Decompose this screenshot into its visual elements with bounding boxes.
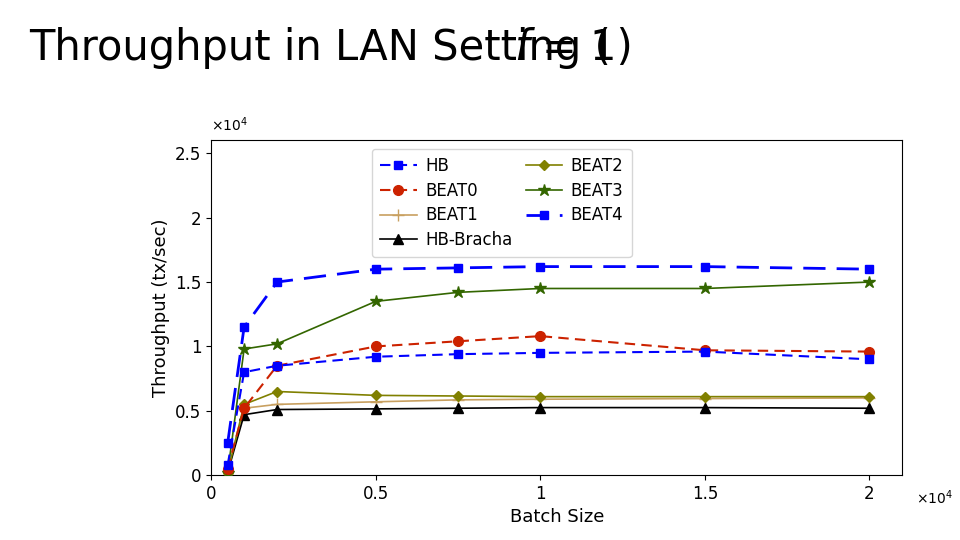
BEAT4	[238, 324, 250, 330]
BEAT0	[222, 465, 233, 472]
Line: BEAT2: BEAT2	[225, 388, 873, 476]
BEAT4	[452, 265, 464, 271]
BEAT4	[222, 440, 233, 446]
BEAT3	[222, 469, 233, 476]
HB-Bracha	[864, 405, 876, 411]
BEAT1	[699, 395, 710, 402]
Text: $\times10^4$: $\times10^4$	[211, 115, 249, 134]
Text: $f$: $f$	[514, 27, 536, 69]
HB-Bracha	[222, 469, 233, 476]
Y-axis label: Throughput (tx/sec): Throughput (tx/sec)	[152, 219, 170, 397]
BEAT2	[699, 394, 710, 400]
BEAT3	[699, 285, 710, 292]
BEAT1	[452, 396, 464, 403]
HB	[535, 349, 546, 356]
X-axis label: Batch Size: Batch Size	[510, 509, 604, 526]
Line: BEAT0: BEAT0	[223, 331, 875, 474]
HB	[238, 369, 250, 375]
BEAT0	[535, 333, 546, 339]
BEAT0	[864, 348, 876, 355]
Text: Throughput in LAN Setting (: Throughput in LAN Setting (	[29, 27, 611, 69]
BEAT3	[864, 279, 876, 285]
Line: BEAT3: BEAT3	[222, 276, 876, 479]
BEAT0	[370, 343, 381, 350]
BEAT3	[452, 289, 464, 295]
BEAT1	[272, 401, 283, 408]
HB	[699, 348, 710, 355]
BEAT2	[222, 469, 233, 476]
BEAT1	[370, 399, 381, 405]
BEAT4	[699, 264, 710, 270]
BEAT2	[272, 388, 283, 395]
BEAT1	[238, 405, 250, 411]
BEAT3	[370, 298, 381, 305]
BEAT0	[272, 362, 283, 369]
Line: BEAT1: BEAT1	[222, 393, 876, 477]
BEAT3	[535, 285, 546, 292]
HB	[370, 354, 381, 360]
BEAT0	[699, 347, 710, 354]
Line: BEAT4: BEAT4	[224, 262, 874, 447]
BEAT0	[452, 338, 464, 345]
BEAT3	[238, 346, 250, 352]
BEAT1	[535, 396, 546, 402]
HB-Bracha	[238, 411, 250, 418]
Text: = 1): = 1)	[542, 27, 634, 69]
HB	[222, 462, 233, 468]
HB-Bracha	[272, 406, 283, 413]
HB-Bracha	[535, 404, 546, 411]
HB	[864, 356, 876, 362]
BEAT2	[535, 394, 546, 400]
HB	[452, 351, 464, 357]
BEAT2	[452, 393, 464, 399]
BEAT4	[535, 264, 546, 270]
BEAT0	[238, 405, 250, 411]
BEAT4	[272, 279, 283, 285]
BEAT1	[864, 395, 876, 401]
BEAT3	[272, 341, 283, 347]
BEAT4	[370, 266, 381, 272]
HB-Bracha	[699, 404, 710, 411]
BEAT2	[370, 392, 381, 399]
Line: HB: HB	[224, 347, 874, 469]
BEAT1	[222, 468, 233, 475]
Line: HB-Bracha: HB-Bracha	[223, 403, 875, 477]
HB-Bracha	[370, 406, 381, 412]
BEAT2	[864, 394, 876, 400]
BEAT4	[864, 266, 876, 272]
HB-Bracha	[452, 405, 464, 411]
BEAT2	[238, 401, 250, 408]
Text: $\times10^4$: $\times10^4$	[916, 489, 953, 507]
HB	[272, 362, 283, 369]
Legend: HB, BEAT0, BEAT1, HB-Bracha, BEAT2, BEAT3, BEAT4: HB, BEAT0, BEAT1, HB-Bracha, BEAT2, BEAT…	[372, 148, 632, 258]
